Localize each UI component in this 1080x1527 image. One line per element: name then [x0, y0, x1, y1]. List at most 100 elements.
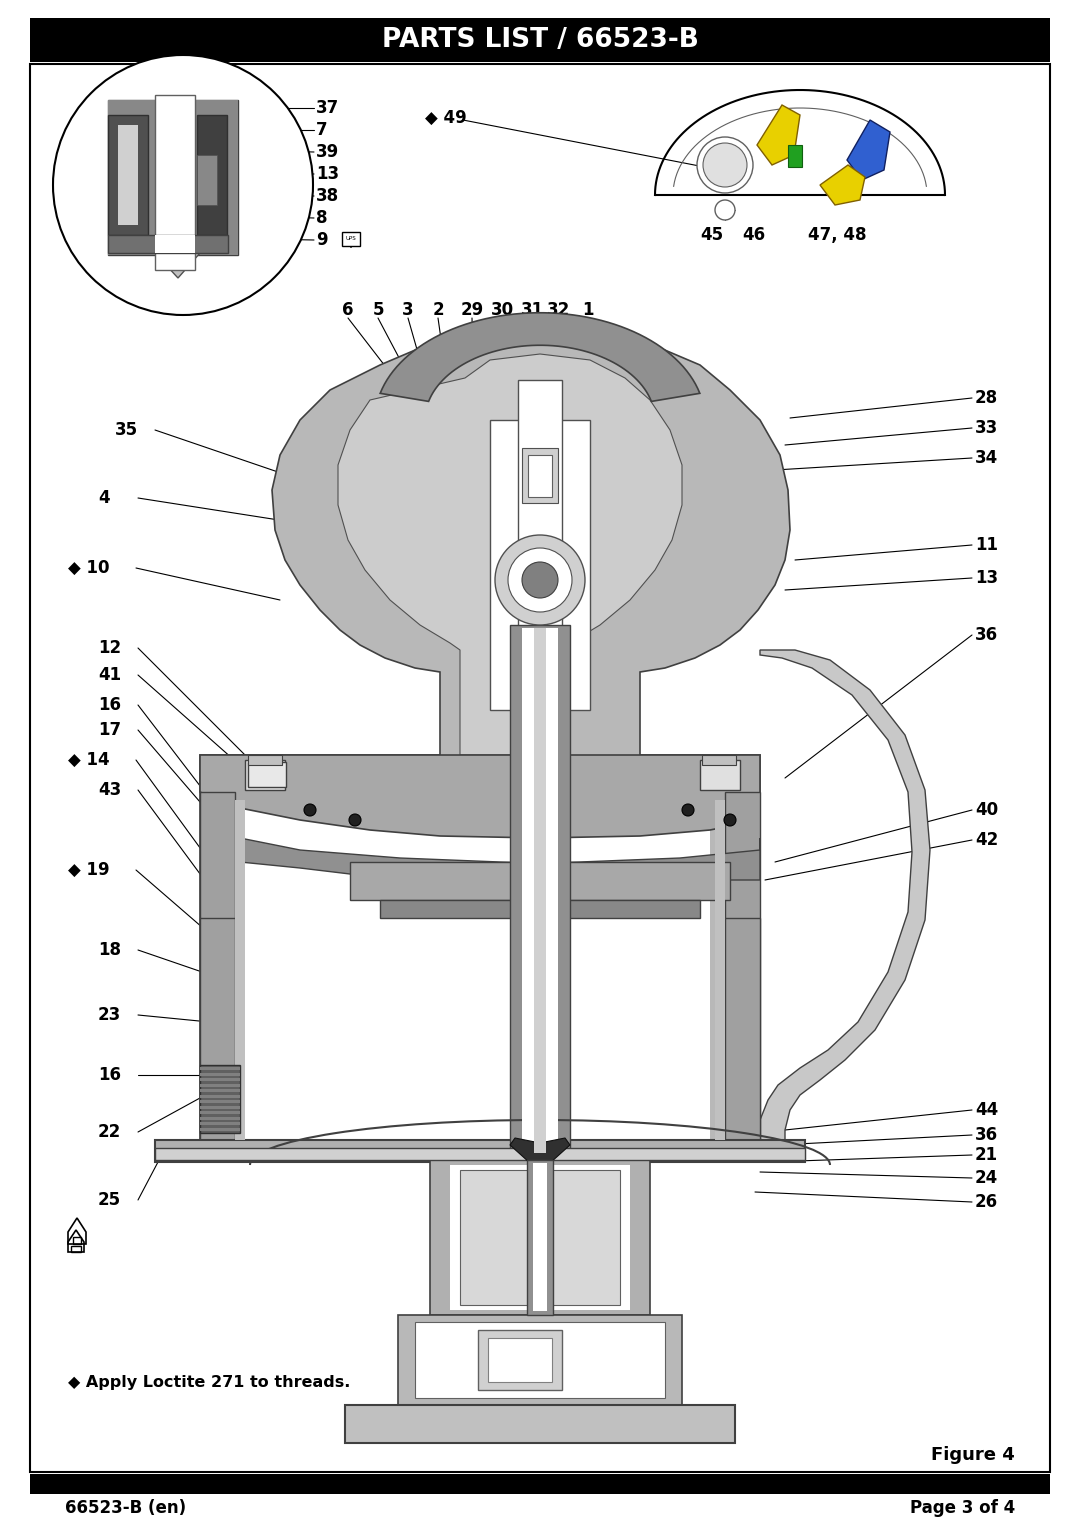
FancyBboxPatch shape [450, 1165, 630, 1310]
Polygon shape [757, 105, 800, 165]
Circle shape [703, 144, 747, 186]
Text: 43: 43 [98, 780, 121, 799]
FancyBboxPatch shape [108, 235, 228, 253]
FancyBboxPatch shape [715, 800, 725, 1141]
FancyBboxPatch shape [700, 760, 740, 789]
Text: 41: 41 [98, 666, 121, 684]
Text: ◆ 10: ◆ 10 [68, 559, 109, 577]
Polygon shape [200, 331, 789, 1150]
Text: 46: 46 [742, 226, 765, 244]
Polygon shape [156, 253, 200, 278]
Text: 28: 28 [975, 389, 998, 408]
Circle shape [495, 534, 585, 625]
FancyBboxPatch shape [197, 156, 217, 205]
FancyBboxPatch shape [430, 1161, 650, 1315]
Text: 42: 42 [975, 831, 998, 849]
Circle shape [724, 814, 735, 826]
FancyBboxPatch shape [415, 1322, 665, 1399]
Text: 3: 3 [402, 301, 414, 319]
FancyBboxPatch shape [248, 754, 282, 765]
Text: 30: 30 [490, 301, 514, 319]
FancyBboxPatch shape [118, 125, 138, 224]
FancyBboxPatch shape [200, 1078, 240, 1081]
FancyBboxPatch shape [30, 18, 1050, 63]
Text: Figure 4: Figure 4 [931, 1446, 1015, 1464]
FancyBboxPatch shape [200, 1064, 240, 1133]
Polygon shape [338, 354, 681, 754]
FancyBboxPatch shape [522, 447, 558, 502]
Polygon shape [820, 165, 865, 205]
FancyBboxPatch shape [200, 1099, 240, 1102]
FancyBboxPatch shape [522, 628, 558, 1153]
FancyBboxPatch shape [488, 1338, 552, 1382]
FancyBboxPatch shape [108, 99, 238, 255]
FancyBboxPatch shape [342, 232, 360, 246]
Text: 18: 18 [98, 941, 121, 959]
FancyBboxPatch shape [200, 1072, 240, 1075]
FancyBboxPatch shape [248, 762, 286, 786]
Text: 38: 38 [316, 186, 339, 205]
Polygon shape [760, 651, 930, 1150]
FancyBboxPatch shape [200, 1095, 240, 1098]
Text: 13: 13 [975, 570, 998, 586]
Polygon shape [380, 313, 700, 402]
Circle shape [715, 200, 735, 220]
Text: 16: 16 [98, 696, 121, 715]
Polygon shape [510, 1138, 570, 1173]
FancyBboxPatch shape [200, 793, 235, 1150]
Text: 39: 39 [316, 144, 339, 160]
Text: 40: 40 [975, 802, 998, 818]
FancyBboxPatch shape [156, 1148, 805, 1161]
FancyBboxPatch shape [345, 1405, 735, 1443]
FancyBboxPatch shape [350, 863, 730, 899]
FancyBboxPatch shape [200, 1084, 240, 1087]
Polygon shape [200, 754, 760, 838]
Circle shape [303, 805, 316, 815]
Text: 13: 13 [316, 165, 339, 183]
Text: 36: 36 [975, 626, 998, 644]
FancyBboxPatch shape [156, 235, 195, 253]
FancyBboxPatch shape [725, 793, 760, 1150]
FancyBboxPatch shape [200, 1116, 240, 1119]
FancyBboxPatch shape [527, 1161, 553, 1315]
Text: 22: 22 [98, 1122, 121, 1141]
Text: ◆ Apply Loctite 271 to threads.: ◆ Apply Loctite 271 to threads. [68, 1376, 350, 1391]
Circle shape [697, 137, 753, 192]
Text: 66523-B (en): 66523-B (en) [65, 1500, 186, 1516]
Text: 16: 16 [98, 1066, 121, 1084]
Text: 8: 8 [316, 209, 327, 228]
FancyBboxPatch shape [200, 918, 235, 1141]
Text: 26: 26 [975, 1193, 998, 1211]
FancyBboxPatch shape [200, 1067, 240, 1070]
Text: 33: 33 [975, 418, 998, 437]
FancyBboxPatch shape [380, 899, 700, 918]
Text: Page 3 of 4: Page 3 of 4 [909, 1500, 1015, 1516]
FancyBboxPatch shape [534, 1164, 546, 1312]
Text: 47, 48: 47, 48 [808, 226, 866, 244]
Text: PARTS LIST / 66523-B: PARTS LIST / 66523-B [381, 27, 699, 53]
Text: 1: 1 [582, 301, 594, 319]
FancyBboxPatch shape [528, 455, 552, 496]
Circle shape [53, 55, 313, 315]
Text: ◆ 49: ◆ 49 [426, 108, 467, 127]
Text: 37: 37 [316, 99, 339, 118]
FancyBboxPatch shape [30, 64, 1050, 1472]
Text: 7: 7 [316, 121, 327, 139]
Text: 35: 35 [114, 421, 138, 438]
FancyBboxPatch shape [478, 1330, 562, 1390]
FancyBboxPatch shape [108, 99, 238, 255]
FancyBboxPatch shape [788, 145, 802, 166]
FancyBboxPatch shape [399, 1315, 681, 1405]
FancyBboxPatch shape [534, 628, 546, 1153]
Text: 31: 31 [521, 301, 543, 319]
FancyBboxPatch shape [702, 754, 735, 765]
Text: 23: 23 [98, 1006, 121, 1025]
Text: 25: 25 [98, 1191, 121, 1209]
FancyBboxPatch shape [156, 95, 195, 270]
Text: 9: 9 [316, 231, 327, 249]
FancyBboxPatch shape [197, 115, 227, 235]
Text: 2: 2 [432, 301, 444, 319]
FancyBboxPatch shape [518, 380, 562, 754]
Text: 29: 29 [460, 301, 484, 319]
FancyBboxPatch shape [460, 1170, 620, 1306]
